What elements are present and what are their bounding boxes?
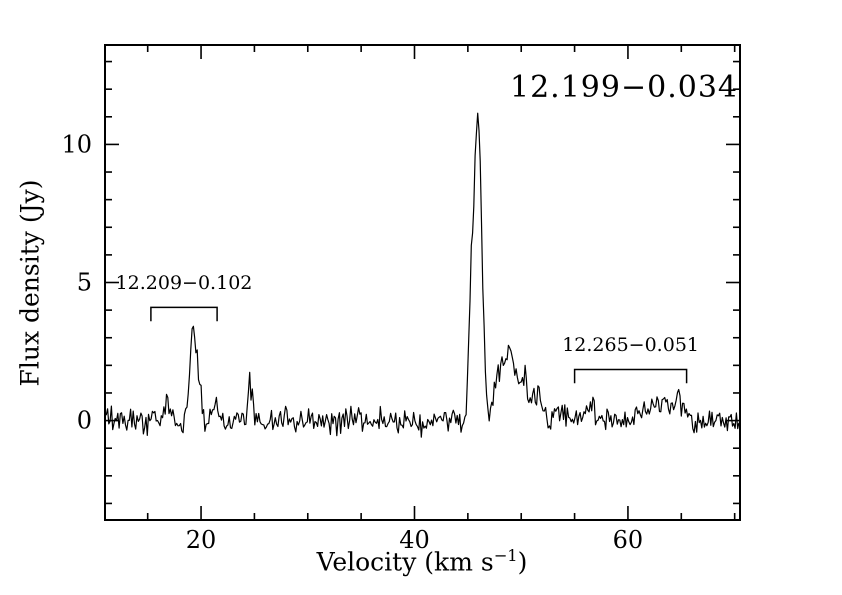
- x-axis-label-text: Velocity (km s: [316, 547, 494, 577]
- x-axis-label-close: ): [517, 547, 528, 577]
- spectrum-line: [105, 112, 740, 438]
- source-title: 12.199−0.034: [510, 70, 738, 105]
- x-tick-label: 20: [186, 526, 217, 554]
- x-tick-label: 60: [613, 526, 644, 554]
- feature-bracket: [150, 306, 218, 322]
- plot-frame: [104, 44, 741, 521]
- feature-bracket: [573, 368, 688, 384]
- y-tick-label: 5: [77, 269, 92, 297]
- y-axis-label: Flux density (Jy): [15, 179, 45, 387]
- y-tick-label: 10: [61, 130, 92, 158]
- feature-label-12265-0051: 12.265−0.051: [562, 333, 699, 356]
- x-tick-label: 40: [399, 526, 430, 554]
- y-tick-label: 0: [77, 407, 92, 435]
- x-axis-label-sup: −1: [493, 546, 518, 565]
- feature-label-12209-0102: 12.209−0.102: [115, 271, 253, 294]
- x-axis-label: Velocity (km s−1): [317, 546, 528, 576]
